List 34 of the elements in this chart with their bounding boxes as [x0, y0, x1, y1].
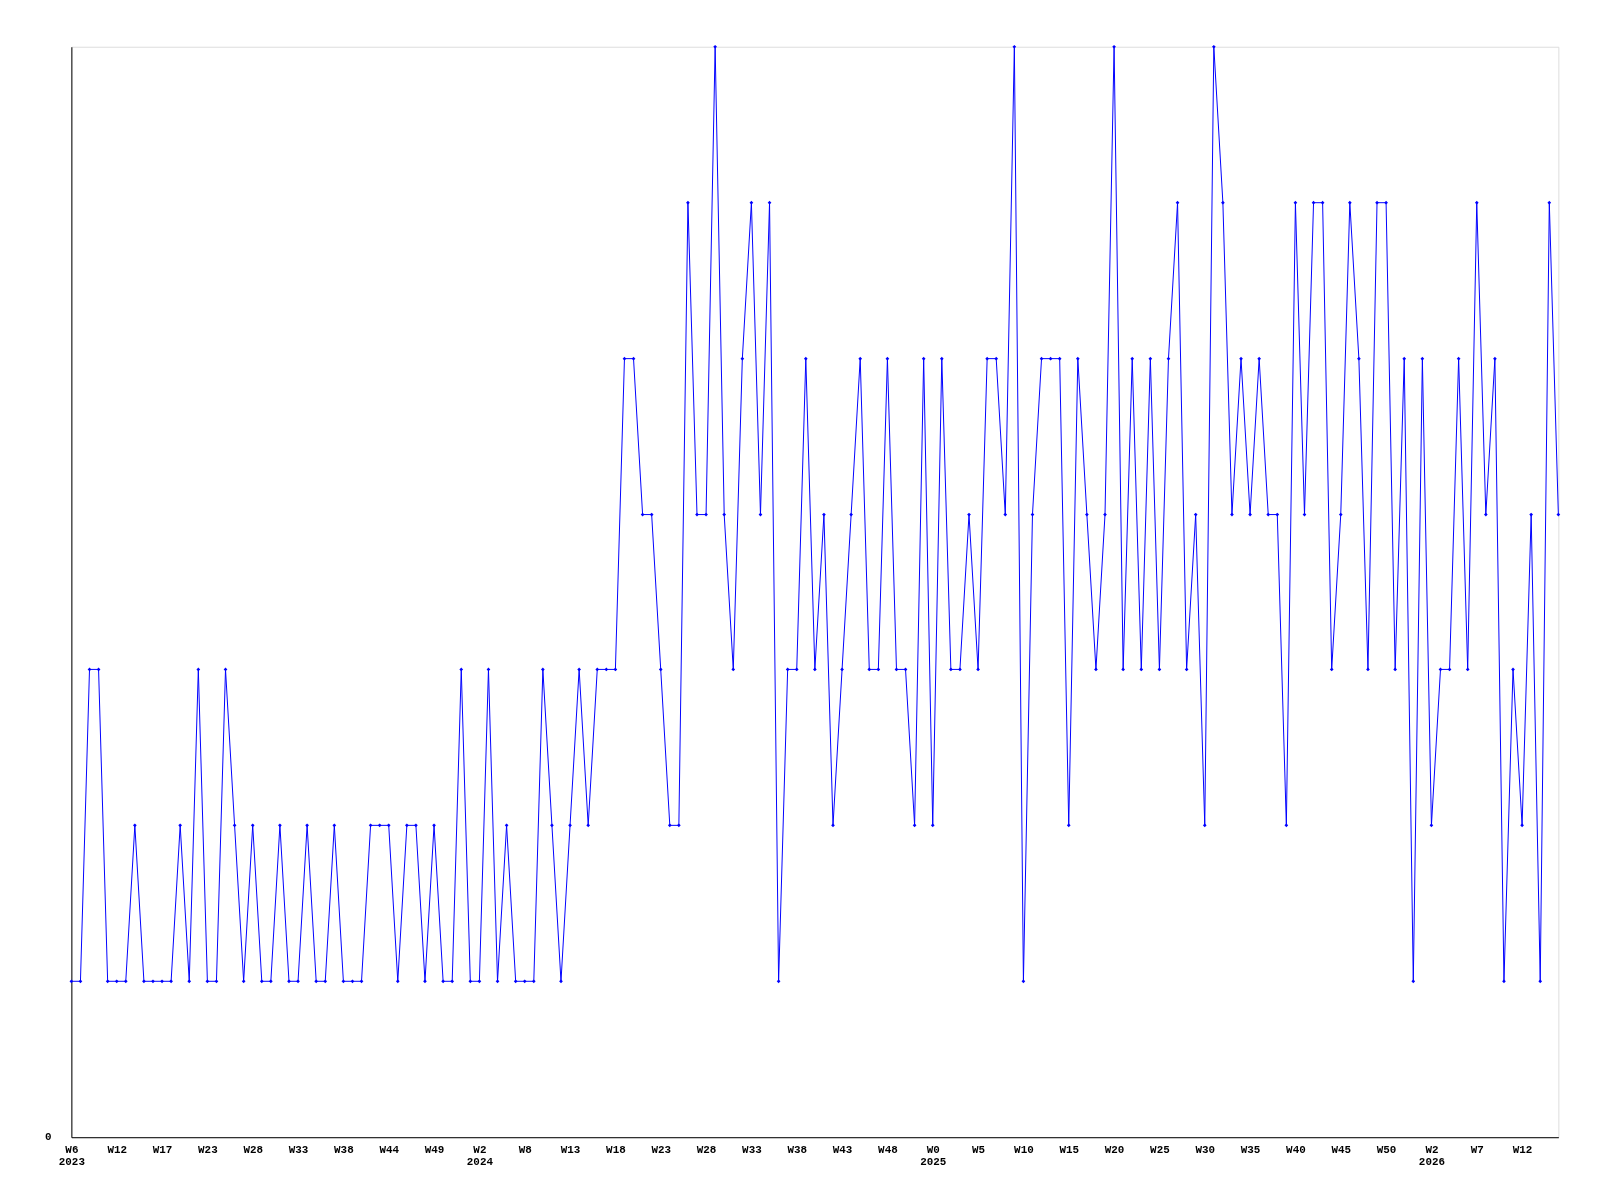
x-tick-label: W8: [518, 1143, 532, 1156]
x-tick-label: W28: [696, 1143, 717, 1156]
x-tick-label: W30: [1195, 1143, 1216, 1156]
x-tick-label: W33: [742, 1143, 762, 1156]
x-tick-label: W12: [107, 1143, 128, 1156]
x-tick-label: W38: [787, 1143, 808, 1156]
x-tick-label: W17: [152, 1143, 173, 1156]
x-tick-label: W2 2026: [1418, 1143, 1445, 1169]
x-tick-label: W20: [1104, 1143, 1125, 1156]
x-tick-label: W12: [1512, 1143, 1533, 1156]
x-tick-label: W0 2025: [920, 1143, 947, 1169]
x-tick-label: W45: [1331, 1143, 1352, 1156]
x-tick-label: W10: [1014, 1143, 1034, 1156]
x-tick-label: W7: [1470, 1143, 1484, 1156]
x-tick-label: W40: [1286, 1143, 1306, 1156]
x-tick-label: W5: [972, 1143, 986, 1156]
text: 0: [45, 1131, 52, 1144]
x-tick-label: W43: [832, 1143, 853, 1156]
x-tick-label: W15: [1059, 1143, 1080, 1156]
x-tick-label: W25: [1150, 1143, 1170, 1156]
x-tick-label: W23: [651, 1143, 672, 1156]
x-tick-label: W18: [606, 1143, 626, 1156]
x-tick-label: W33: [288, 1143, 309, 1156]
x-tick-label: W28: [243, 1143, 264, 1156]
x-tick-label: W48: [878, 1143, 898, 1156]
x-tick-label: W38: [334, 1143, 354, 1156]
x-tick-label: W2 2024: [466, 1143, 494, 1169]
x-tick-label: W23: [198, 1143, 218, 1156]
x-tick-label: W35: [1240, 1143, 1261, 1156]
x-tick-label: W49: [424, 1143, 445, 1156]
x-tick-label: W44: [379, 1143, 400, 1156]
x-tick-label: W50: [1376, 1143, 1397, 1156]
x-tick-label: W13: [560, 1143, 581, 1156]
x-tick-label: W6 2023: [58, 1143, 85, 1169]
